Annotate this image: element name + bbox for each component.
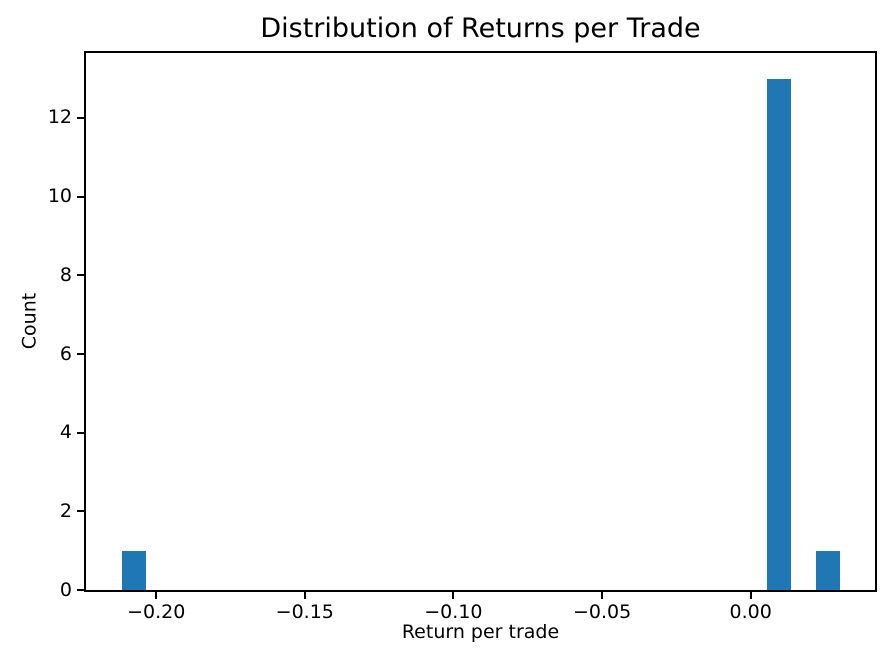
x-tick-mark (303, 592, 306, 599)
y-tick-mark (77, 274, 84, 277)
y-tick-label: 2 (59, 499, 72, 522)
y-axis-label: Count (18, 292, 41, 350)
y-tick-label: 12 (47, 106, 72, 129)
y-tick-mark (77, 589, 84, 591)
x-tick-mark (452, 592, 455, 599)
y-tick-mark (77, 510, 84, 513)
histogram-bar (767, 78, 792, 590)
x-tick-label: −0.10 (424, 601, 483, 623)
y-tick-label: 6 (59, 342, 72, 365)
plot-area (84, 51, 877, 592)
bars-layer (86, 53, 875, 590)
x-tick-mark (749, 592, 752, 599)
x-tick-label: 0.00 (729, 601, 772, 623)
x-tick-label: −0.15 (275, 601, 334, 623)
x-tick-label: −0.20 (127, 601, 186, 623)
x-axis-label: Return per trade (401, 621, 560, 643)
y-tick-mark (77, 195, 84, 198)
x-tick-label: −0.05 (572, 601, 632, 623)
chart-title: Distribution of Returns per Trade (260, 13, 701, 44)
y-tick-label: 4 (59, 421, 72, 444)
y-tick-mark (77, 116, 84, 119)
histogram-bar (122, 550, 147, 590)
y-tick-label: 10 (47, 185, 72, 208)
y-tick-label: 8 (59, 263, 72, 286)
y-tick-label: 0 (59, 578, 72, 601)
y-tick-mark (77, 431, 84, 434)
histogram-bar (815, 550, 840, 590)
x-tick-mark (601, 592, 604, 599)
y-tick-mark (77, 353, 84, 355)
x-tick-mark (155, 592, 158, 599)
